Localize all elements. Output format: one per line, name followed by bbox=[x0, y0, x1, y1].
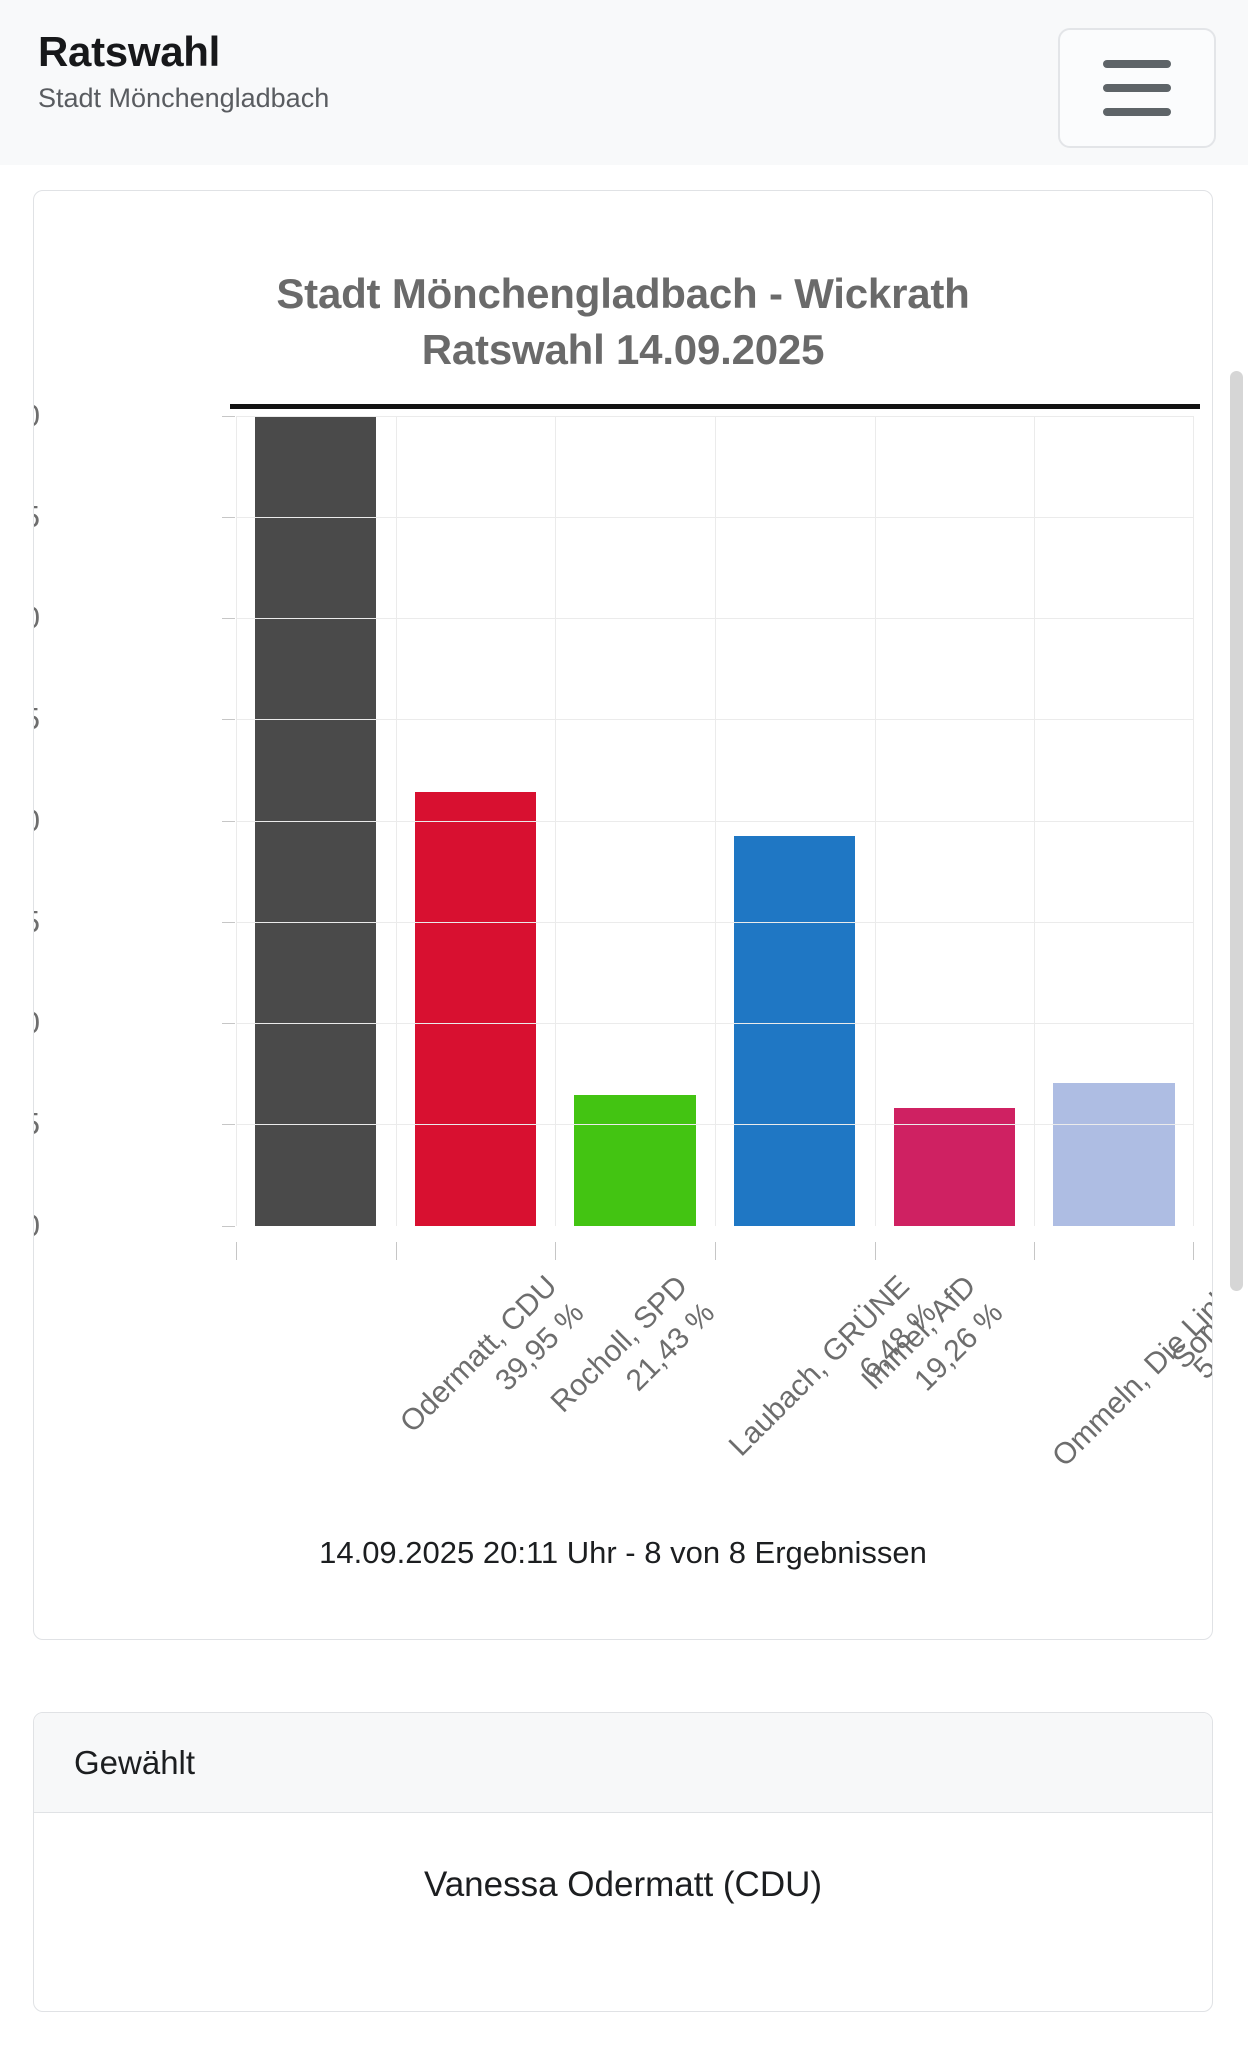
hamburger-menu-icon-bar-3 bbox=[1103, 108, 1171, 116]
gridline-vertical bbox=[1034, 415, 1036, 1226]
header-titles: Ratswahl Stadt Mönchengladbach bbox=[38, 22, 329, 114]
x-axis-tick-label: Rocholl, SPD 21,43 % bbox=[544, 1268, 724, 1448]
bars-layer bbox=[236, 416, 1194, 1226]
x-axis-tick-mark bbox=[395, 1241, 397, 1260]
chart-title-line-2: Ratswahl 14.09.2025 bbox=[421, 325, 825, 373]
y-axis-tick-label: 35 bbox=[34, 499, 40, 535]
y-axis-tick-mark bbox=[222, 415, 235, 417]
y-axis-tick-mark bbox=[222, 1023, 235, 1025]
plot-area bbox=[236, 415, 1194, 1226]
app-header: Ratswahl Stadt Mönchengladbach bbox=[0, 0, 1248, 165]
gridline-vertical bbox=[395, 415, 397, 1226]
bar-sonstige[interactable] bbox=[1053, 1083, 1175, 1226]
x-axis-tick-mark bbox=[1034, 1241, 1036, 1260]
bar-slot bbox=[396, 416, 556, 1226]
x-axis-tick-mark bbox=[236, 1241, 237, 1260]
y-axis-tick-label: 0 bbox=[34, 1208, 40, 1244]
page-scrollbar-track[interactable] bbox=[1226, 166, 1248, 2048]
hamburger-menu-icon-bar-1 bbox=[1103, 60, 1171, 68]
x-axis-tick-mark bbox=[874, 1241, 876, 1260]
y-axis-tick-label: 30 bbox=[34, 600, 40, 636]
y-axis-tick-label: 25 bbox=[34, 701, 40, 737]
x-axis-tick-mark bbox=[555, 1241, 557, 1260]
bar-spd[interactable] bbox=[414, 791, 537, 1226]
gridline-vertical bbox=[236, 415, 237, 1226]
y-axis-tick-label: 20 bbox=[34, 803, 40, 839]
y-axis-tick-mark bbox=[222, 719, 235, 721]
y-axis-tick-mark bbox=[222, 820, 235, 822]
chart-card: Stadt Mönchengladbach - Wickrath Ratswah… bbox=[33, 190, 1213, 1640]
y-axis-tick-mark bbox=[222, 1225, 235, 1227]
x-axis-tick-mark bbox=[715, 1241, 716, 1260]
bar-grüne[interactable] bbox=[574, 1094, 696, 1226]
page-title: Ratswahl bbox=[38, 28, 220, 75]
bar-afd[interactable] bbox=[734, 835, 856, 1226]
y-axis-tick-mark bbox=[222, 1124, 235, 1126]
bar-slot bbox=[555, 416, 715, 1226]
gridline-vertical bbox=[715, 415, 716, 1226]
hamburger-menu-icon-bar-2 bbox=[1103, 84, 1171, 92]
y-axis-tick-mark bbox=[222, 921, 235, 923]
bar-slot bbox=[715, 416, 875, 1226]
gridline-vertical bbox=[1193, 415, 1194, 1226]
page-scrollbar-thumb[interactable] bbox=[1230, 371, 1243, 1291]
y-axis-tick-mark bbox=[222, 516, 235, 518]
bar-die-linke[interactable] bbox=[893, 1107, 1016, 1226]
bar-slot bbox=[1034, 416, 1194, 1226]
chart-title-line-1: Stadt Mönchengladbach - Wickrath bbox=[276, 270, 970, 317]
elected-card: Gewählt Vanessa Odermatt (CDU) bbox=[33, 1712, 1213, 2012]
gridline-vertical bbox=[874, 415, 876, 1226]
bar-slot bbox=[875, 416, 1035, 1226]
y-axis-tick-label: 15 bbox=[34, 904, 40, 940]
y-axis-tick-mark bbox=[222, 618, 235, 620]
x-axis-tick-mark bbox=[1193, 1241, 1194, 1260]
y-axis-tick-label: 10 bbox=[34, 1005, 40, 1041]
chart-title: Stadt Mönchengladbach - Wickrath Ratswah… bbox=[34, 191, 1212, 378]
chart-footer-note: 14.09.2025 20:11 Uhr - 8 von 8 Ergebniss… bbox=[319, 1535, 927, 1570]
x-axis-tick-label: Odermatt, CDU 39,95 % bbox=[392, 1268, 592, 1468]
hamburger-menu-button[interactable] bbox=[1058, 28, 1216, 148]
gridline-vertical bbox=[555, 415, 557, 1226]
page-subtitle: Stadt Mönchengladbach bbox=[38, 83, 330, 114]
x-axis-baseline bbox=[230, 403, 1200, 409]
y-axis-tick-label: 40 bbox=[34, 398, 40, 434]
x-axis-tick-labels: Odermatt, CDU 39,95 % Rocholl, SPD 21,43 % L… bbox=[236, 1241, 1212, 1473]
elected-card-header: Gewählt bbox=[34, 1713, 1212, 1813]
y-axis-tick-label: 5 bbox=[34, 1106, 40, 1142]
elected-candidate-name: Vanessa Odermatt (CDU) bbox=[423, 1865, 823, 1904]
